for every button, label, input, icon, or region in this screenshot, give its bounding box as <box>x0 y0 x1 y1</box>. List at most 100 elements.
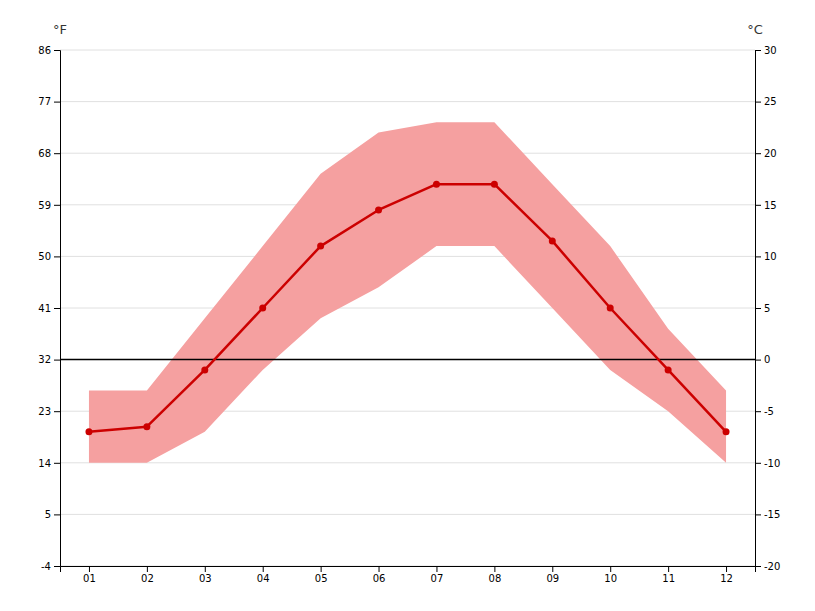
axis-line <box>61 567 756 573</box>
marker <box>201 366 208 373</box>
x-tick-label: 01 <box>83 573 96 584</box>
axis-line <box>756 51 762 567</box>
y2-tick-label: 41 <box>38 303 51 314</box>
marker <box>375 206 382 213</box>
y-tick-label: 5 <box>764 303 770 314</box>
y2-tick: -4 <box>41 561 60 572</box>
y-tick-label: -10 <box>764 458 780 469</box>
y2-tick-label: 14 <box>38 458 51 469</box>
tick-mark <box>54 566 60 567</box>
grid-line <box>60 101 755 102</box>
y-tick-label: 15 <box>764 200 777 211</box>
chart: 010203040506070809101112-20-15-10-505101… <box>0 0 815 611</box>
y-tick: 0 <box>755 354 770 365</box>
y-tick-label: -20 <box>764 561 780 572</box>
x-tick-label: 09 <box>546 573 559 584</box>
y-tick-label: 0 <box>764 354 770 365</box>
x-tick: 03 <box>199 566 212 584</box>
tick-mark <box>726 566 727 572</box>
plot: 010203040506070809101112-20-15-10-505101… <box>38 22 780 584</box>
y2-tick-label: 68 <box>38 148 51 159</box>
reference-line <box>60 359 755 361</box>
x-tick: 06 <box>373 566 386 584</box>
tick-mark <box>610 566 611 572</box>
y-axis: -20 -15 -10 -5 0 5 10 15 20 25 30 <box>755 45 780 572</box>
x-tick: 05 <box>315 566 328 584</box>
x-tick-label: 03 <box>199 573 212 584</box>
marker <box>317 243 324 250</box>
range-band <box>89 122 726 463</box>
tick-mark <box>494 566 495 572</box>
y2-axis: -45142332415059687786 <box>38 45 60 572</box>
y-tick-label: 10 <box>764 251 777 262</box>
y-tick: 30 <box>755 45 777 56</box>
tick-mark <box>205 566 206 572</box>
x-axis: 01 02 03 04 05 06 07 08 09 10 11 12 <box>61 566 756 584</box>
y-tick: -20 <box>755 561 780 572</box>
y2-tick-label: 86 <box>38 45 51 56</box>
x-tick: 10 <box>604 566 617 584</box>
x-tick: 02 <box>141 566 154 584</box>
tick-mark <box>54 308 60 309</box>
y2-axis-title: °F <box>53 22 67 37</box>
y2-tick: 14 <box>38 458 60 469</box>
marker <box>259 305 266 312</box>
tick-mark <box>436 566 437 572</box>
tick-mark <box>755 514 761 515</box>
x-tick: 04 <box>257 566 270 584</box>
y2-tick-label: 32 <box>38 354 51 365</box>
tick-mark <box>54 102 60 103</box>
tick-mark <box>263 566 264 572</box>
grid-line <box>60 50 755 51</box>
marker <box>491 181 498 188</box>
x-tick-label: 07 <box>431 573 444 584</box>
x-tick-label: 08 <box>489 573 502 584</box>
tick-mark <box>54 256 60 257</box>
y2-tick-label: 50 <box>38 251 51 262</box>
x-tick-label: 11 <box>662 573 675 584</box>
x-tick: 12 <box>720 566 733 584</box>
y-tick: -5 <box>755 406 774 417</box>
y2-tick-label: -4 <box>41 561 51 572</box>
tick-mark <box>54 463 60 464</box>
tick-mark <box>54 50 60 51</box>
y-tick: 20 <box>755 148 777 159</box>
y-tick-label: -5 <box>764 406 774 417</box>
y2-tick: 5 <box>45 509 60 520</box>
tick-mark <box>379 566 380 572</box>
tick-mark <box>755 308 761 309</box>
x-tick-label: 12 <box>720 573 733 584</box>
y2-tick: 41 <box>38 303 60 314</box>
axis-line <box>54 51 61 567</box>
grid-line <box>60 514 755 515</box>
y-tick: 5 <box>755 303 770 314</box>
x-tick-label: 02 <box>141 573 154 584</box>
markers <box>85 181 729 436</box>
y-tick-label: 25 <box>764 96 777 107</box>
grid-line <box>60 359 755 360</box>
tick-mark <box>755 50 761 51</box>
tick-mark <box>54 514 60 515</box>
y2-tick-label: 23 <box>38 406 51 417</box>
tick-mark <box>755 463 761 464</box>
x-tick: 01 <box>83 566 96 584</box>
grid-line <box>60 462 755 463</box>
tick-mark <box>54 153 60 154</box>
y-tick: 15 <box>755 200 777 211</box>
y-tick: 25 <box>755 96 777 107</box>
y2-tick: 50 <box>38 251 60 262</box>
tick-mark <box>54 360 60 361</box>
tick-mark <box>147 566 148 572</box>
marker <box>549 237 556 244</box>
grid <box>60 50 755 566</box>
marker <box>665 366 672 373</box>
y2-tick: 77 <box>38 96 60 107</box>
tick-mark <box>755 411 761 412</box>
chart-container: 010203040506070809101112-20-15-10-505101… <box>0 0 815 611</box>
y-tick-label: -15 <box>764 509 780 520</box>
tick-mark <box>755 102 761 103</box>
tick-mark <box>755 256 761 257</box>
y2-tick-label: 77 <box>38 96 51 107</box>
y-tick: 10 <box>755 251 777 262</box>
y2-tick: 86 <box>38 45 60 56</box>
